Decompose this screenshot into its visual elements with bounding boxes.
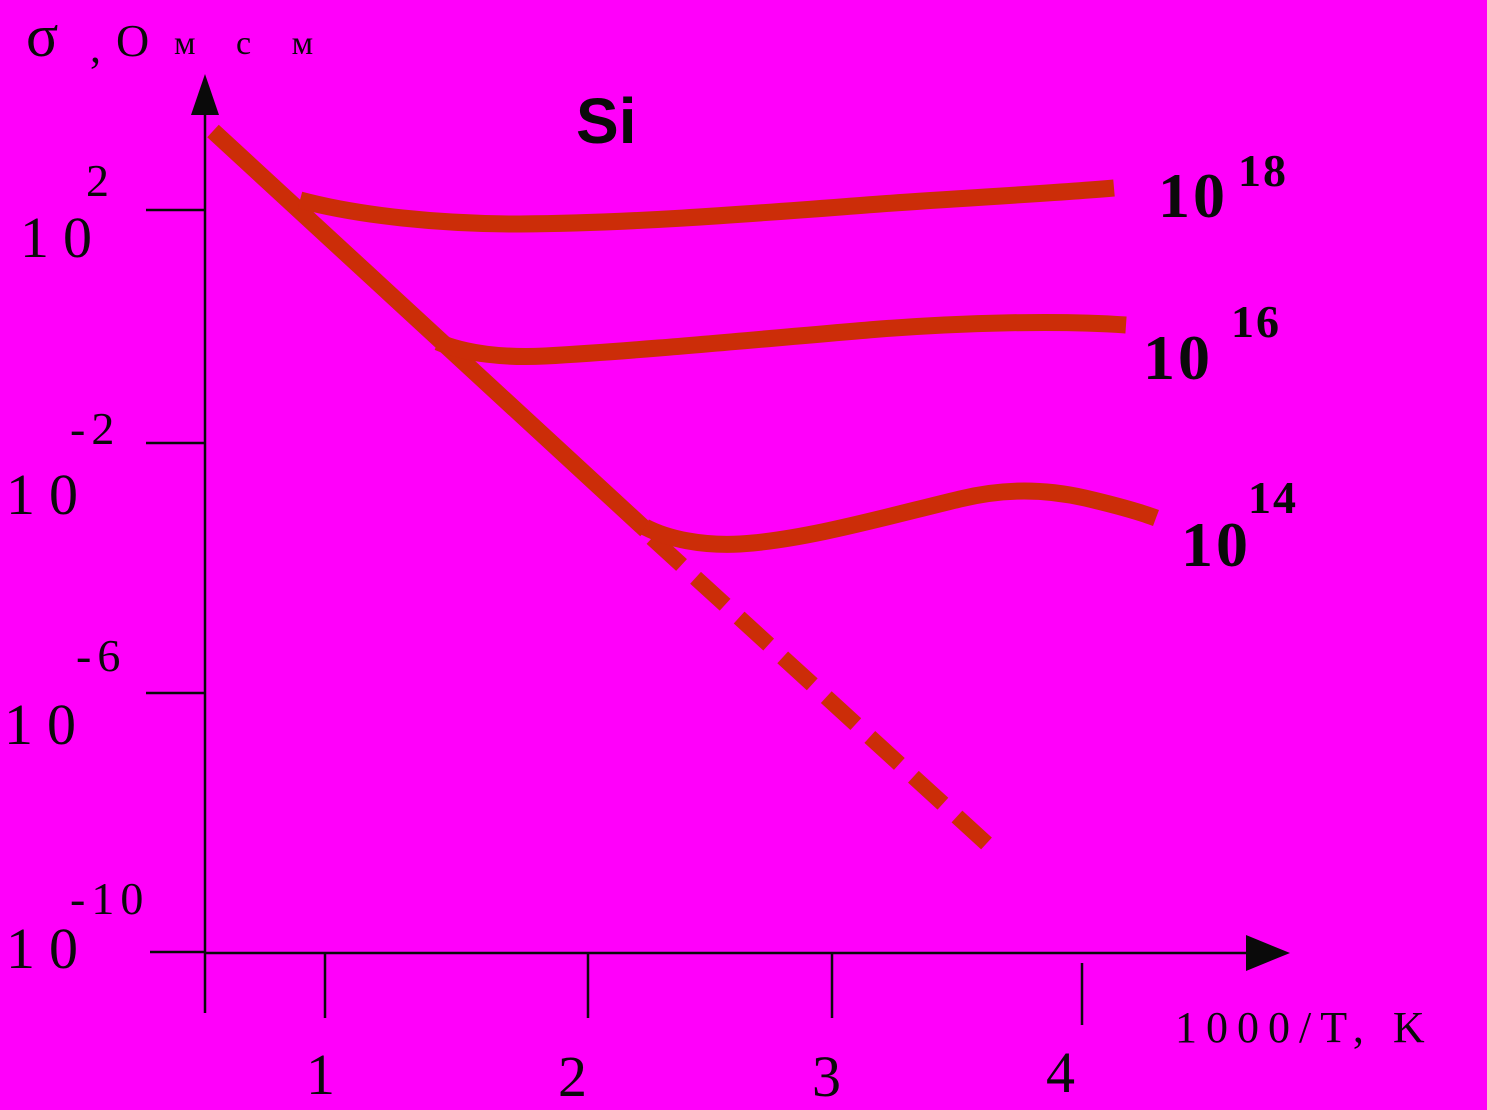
curve-label-1e14-exp: 14 [1248,472,1298,523]
curve-1e16 [434,313,1127,365]
curve-label-1e16: 10 16 [1143,296,1281,393]
y-tick-label-10e-10-base: 10 [6,916,92,981]
y-tick-label-10e2-base: 10 [20,205,106,270]
y-axis-arrow-icon [191,74,219,115]
x-axis-title: 1000/T, K [1175,1003,1434,1052]
x-tick-label-3: 3 [812,1044,855,1109]
y-axis-title: σ , О м с м [26,3,329,72]
y-tick-label-10e-6-exp: -6 [76,630,126,681]
x-axis-arrow-icon [1246,935,1290,971]
curves [207,124,1159,860]
y-tick-label-10e2-exp: 2 [86,155,115,206]
chart-title-si: Si [576,85,636,157]
y-tick-label-10e-2-base: 10 [6,462,92,527]
y-axis-title-unit: м с м [174,25,329,62]
curve-label-1e18-exp: 18 [1238,145,1288,196]
curve-intrinsic-solid [207,124,652,537]
axes [146,100,1252,1025]
curve-intrinsic-dashed [646,532,1004,860]
curve-label-1e16-exp: 16 [1231,296,1281,347]
curve-label-1e14-base: 10 [1181,509,1251,580]
y-tick-labels: 10 2 10 -2 10 -6 10 -10 [4,155,149,981]
y-axis-title-ohm: О [116,15,149,66]
y-tick-label-10e-6-base: 10 [4,692,90,757]
x-tick-label-2: 2 [558,1044,601,1109]
curve-label-1e18-base: 10 [1158,160,1228,231]
curve-label-1e14: 10 14 [1181,472,1298,580]
y-tick-label-10e-10-exp: -10 [70,873,149,924]
x-tick-label-1: 1 [306,1042,349,1107]
x-tick-labels: 1 2 3 4 [306,1040,1089,1109]
y-tick-label-10e-2-exp: -2 [70,403,120,454]
curve-label-1e16-base: 10 [1143,322,1213,393]
y-axis-title-sigma: σ [26,3,58,69]
curve-1e18 [297,179,1115,233]
curve-label-1e18: 10 18 [1158,145,1288,231]
y-axis-title-comma: , [90,23,101,72]
curve-1e14 [641,482,1159,553]
x-tick-label-4: 4 [1046,1040,1089,1105]
